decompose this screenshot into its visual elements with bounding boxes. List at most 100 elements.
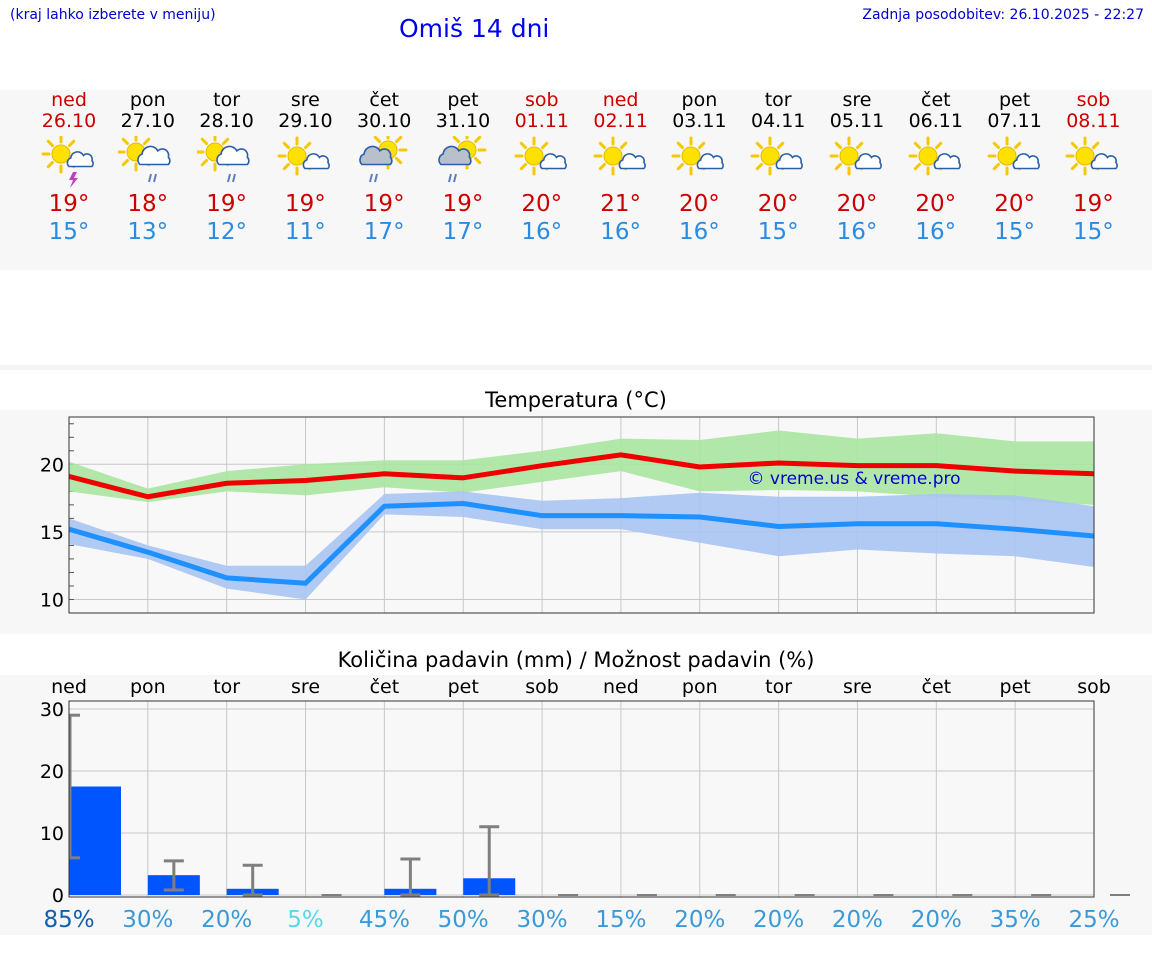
y-tick-label: 20 — [40, 454, 64, 476]
min-temperature: 16° — [836, 219, 878, 245]
y-tick-label: 30 — [40, 699, 64, 721]
x-category-label: tor — [765, 676, 792, 698]
sun-small-cloud-icon — [591, 136, 651, 188]
precipitation-probability: 20% — [832, 907, 883, 933]
precipitation-probability: 30% — [122, 907, 173, 933]
sun-small-cloud-icon — [1063, 136, 1123, 188]
x-category-label: čet — [370, 676, 400, 698]
location-menu-hint: (kraj lahko izberete v meniju) — [10, 7, 216, 23]
sun-cloud-thunder-icon — [39, 134, 99, 188]
x-category-label: sob — [525, 676, 559, 698]
day-date: 26.10 — [41, 110, 97, 132]
day-name: sre — [842, 89, 872, 111]
sun-cloud-rain-icon — [116, 132, 178, 188]
day-column: ned 26.10 19° 15° — [29, 90, 109, 246]
x-category-label: sob — [1077, 676, 1111, 698]
precipitation-probability: 20% — [674, 907, 725, 933]
day-date: 27.10 — [120, 110, 175, 132]
divider — [0, 365, 1152, 370]
sun-small-cloud-icon — [669, 136, 729, 188]
day-column: pet 31.10 19° 17° — [423, 90, 503, 246]
max-temperature: 19° — [48, 191, 90, 217]
day-date: 30.10 — [356, 110, 412, 132]
day-column: pon 03.11 20° 16° — [659, 90, 739, 246]
min-temperature: 17° — [363, 219, 405, 245]
day-name: pon — [129, 89, 166, 111]
min-temperature: 16° — [679, 219, 720, 245]
last-updated: Zadnja posodobitev: 26.10.2025 - 22:27 — [862, 7, 1144, 23]
max-temperature: 19° — [1073, 191, 1114, 217]
y-tick-label: 0 — [52, 885, 64, 907]
day-column: pon 27.10 18° 13° — [108, 90, 188, 246]
max-temperature: 20° — [994, 191, 1035, 217]
min-temperature: 16° — [521, 219, 563, 245]
day-column: ned 02.11 21° 16° — [581, 90, 661, 246]
precipitation-probability: 50% — [438, 907, 489, 933]
day-date: 04.11 — [750, 110, 806, 132]
min-temperature: 15° — [757, 219, 799, 245]
sun-small-cloud-icon — [906, 136, 966, 188]
day-date: 29.10 — [278, 110, 333, 132]
max-temperature: 20° — [679, 191, 720, 217]
day-column: čet 06.11 20° 16° — [896, 90, 976, 246]
day-date: 06.11 — [908, 110, 963, 132]
day-column: čet 30.10 19° 17° — [344, 90, 424, 246]
min-temperature: 16° — [915, 219, 957, 245]
max-temperature: 20° — [915, 191, 957, 217]
day-name: tor — [213, 89, 241, 111]
day-name: ned — [602, 89, 639, 111]
precipitation-probability: 85% — [43, 907, 94, 933]
plot-frame — [68, 416, 1095, 614]
temperature-chart-title: Temperatura (°C) — [485, 388, 667, 412]
min-temperature: 17° — [442, 219, 484, 245]
y-tick-label: 10 — [40, 823, 64, 845]
day-name: ned — [51, 89, 87, 111]
x-category-label: pon — [130, 676, 166, 698]
max-temperature: 19° — [363, 191, 405, 217]
y-tick-label: 10 — [40, 589, 64, 611]
day-date: 07.11 — [987, 110, 1042, 132]
max-temperature: 19° — [442, 191, 484, 217]
sun-cloud-rain-icon — [195, 132, 257, 188]
precipitation-probability: 5% — [287, 907, 324, 933]
min-temperature: 12° — [206, 219, 247, 245]
day-date: 08.11 — [1066, 110, 1121, 132]
precipitation-probability: 25% — [1068, 907, 1119, 933]
temperature-chart: 10 15 20 © vreme.us & vreme.pro — [40, 416, 1095, 614]
day-name: čet — [921, 89, 951, 111]
min-temperature: 15° — [1073, 219, 1114, 245]
day-date: 31.10 — [435, 110, 491, 132]
precipitation-bar — [69, 786, 121, 895]
x-category-label: pet — [448, 676, 479, 698]
page-title: Omiš 14 dni — [399, 14, 550, 43]
day-date: 01.11 — [514, 110, 569, 132]
precipitation-probability: 30% — [517, 907, 568, 933]
precipitation-probability: 20% — [753, 907, 804, 933]
sun-small-cloud-icon — [748, 136, 808, 188]
day-column: sob 01.11 20° 16° — [502, 90, 582, 246]
x-category-label: čet — [922, 676, 952, 698]
min-temperature: 11° — [285, 219, 326, 245]
sun-small-cloud-icon — [985, 136, 1045, 188]
precipitation-chart-title: Količina padavin (mm) / Možnost padavin … — [337, 648, 815, 672]
day-name: pon — [681, 89, 718, 111]
day-column: sre 29.10 19° 11° — [265, 90, 345, 246]
precipitation-probability: 20% — [201, 907, 252, 933]
precipitation-probability: 35% — [990, 907, 1041, 933]
min-temperature-line — [68, 501, 1095, 586]
max-temperature: 19° — [285, 191, 326, 217]
y-tick-label: 15 — [40, 522, 64, 544]
x-category-label: pon — [682, 676, 718, 698]
max-temperature-line — [68, 452, 1095, 500]
max-temperature-range-band — [69, 430, 1094, 505]
plot-area — [69, 701, 1094, 897]
plot-frame — [68, 700, 1095, 898]
precipitation-probability: 20% — [911, 907, 962, 933]
max-temperature: 18° — [127, 191, 169, 217]
x-category-label: sre — [291, 676, 320, 698]
max-temperature: 20° — [836, 191, 878, 217]
x-category-label: ned — [51, 676, 87, 698]
min-temperature: 13° — [127, 219, 169, 245]
day-column: pet 07.11 20° 15° — [975, 90, 1055, 246]
